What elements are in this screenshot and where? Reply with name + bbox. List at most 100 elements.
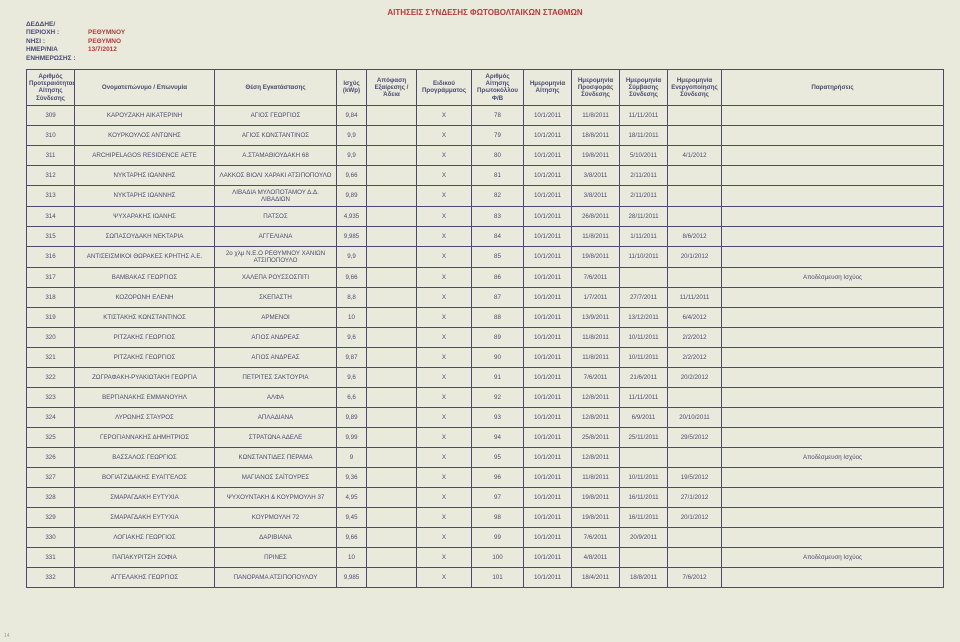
cell-d4 <box>668 185 722 206</box>
cell-d2: 12/8/2011 <box>572 447 620 467</box>
cell-name: ΨΥΧΑΡΑΚΗΣ ΙΩΑΝΗΣ <box>75 206 215 226</box>
cell-dec <box>367 145 417 165</box>
cell-notes <box>722 467 944 487</box>
cell-d1: 10/1/2011 <box>524 547 572 567</box>
cell-dec <box>367 487 417 507</box>
cell-loc: ΚΩΝΣΤΑΝΤΙΔΕΣ ΠΕΡΑΜΑ <box>215 447 337 467</box>
cell-prot: 85 <box>472 246 524 267</box>
cell-pow: 9,89 <box>337 185 367 206</box>
cell-d3: 18/11/2011 <box>620 125 668 145</box>
cell-d1: 10/1/2011 <box>524 105 572 125</box>
cell-prot: 101 <box>472 567 524 587</box>
cell-id: 320 <box>27 327 75 347</box>
cell-d4 <box>668 125 722 145</box>
cell-d2: 12/8/2011 <box>572 387 620 407</box>
cell-prot: 86 <box>472 267 524 287</box>
cell-loc: ΑΛΦΑ <box>215 387 337 407</box>
cell-notes: Αποδέσμευση Ισχύος <box>722 267 944 287</box>
cell-id: 312 <box>27 165 75 185</box>
cell-prog: X <box>417 327 472 347</box>
cell-name: ΒΑΣΣΑΛΟΣ ΓΕΩΡΓΙΟΣ <box>75 447 215 467</box>
cell-name: ΒΕΡΓΙΑΝΑΚΗΣ ΕΜΜΑΝΟΥΗΛ <box>75 387 215 407</box>
cell-notes <box>722 226 944 246</box>
cell-d1: 10/1/2011 <box>524 347 572 367</box>
cell-prog: X <box>417 185 472 206</box>
cell-d3: 18/8/2011 <box>620 567 668 587</box>
cell-id: 329 <box>27 507 75 527</box>
cell-d3 <box>620 267 668 287</box>
cell-d2: 19/8/2011 <box>572 507 620 527</box>
cell-pow: 4,935 <box>337 206 367 226</box>
cell-loc: ΔΑΡΙΒΙΑΝΑ <box>215 527 337 547</box>
cell-loc: ΜΑΓΙΑΝΟΣ ΣΑΪΤΟΥΡΕΣ <box>215 467 337 487</box>
cell-pow: 6,6 <box>337 387 367 407</box>
cell-d3: 28/11/2011 <box>620 206 668 226</box>
cell-d3: 10/11/2011 <box>620 327 668 347</box>
cell-prog: X <box>417 125 472 145</box>
col-date-activate: Ημερομηνία Ενεργοποίησης Σύνδεσης <box>668 70 722 106</box>
cell-id: 326 <box>27 447 75 467</box>
cell-prog: X <box>417 447 472 467</box>
cell-dec <box>367 185 417 206</box>
cell-d2: 11/8/2011 <box>572 467 620 487</box>
cell-d2: 26/8/2011 <box>572 206 620 226</box>
cell-id: 310 <box>27 125 75 145</box>
cell-prog: X <box>417 527 472 547</box>
col-power: Ισχύς (kWp) <box>337 70 367 106</box>
cell-d4 <box>668 387 722 407</box>
table-row: 315ΣΩΠΑΣΟΥΔΑΚΗ ΝΕΚΤΑΡΙΑΑΓΓΕΛΙΑΝΑ9,985X84… <box>27 226 944 246</box>
cell-id: 325 <box>27 427 75 447</box>
table-row: 323ΒΕΡΓΙΑΝΑΚΗΣ ΕΜΜΑΝΟΥΗΛΑΛΦΑ6,6X9210/1/2… <box>27 387 944 407</box>
cell-pow: 9,985 <box>337 567 367 587</box>
cell-d4: 7/6/2012 <box>668 567 722 587</box>
table-row: 327ΒΟΓΙΑΤΖΙΔΑΚΗΣ ΕΥΑΓΓΕΛΟΣΜΑΓΙΑΝΟΣ ΣΑΪΤΟ… <box>27 467 944 487</box>
cell-name: ΡΙΤΖΑΚΗΣ ΓΕΩΡΓΙΟΣ <box>75 347 215 367</box>
cell-loc: ΠΑΝΟΡΑΜΑ ΑΤΣΙΠΟΠΟΥΛΟΥ <box>215 567 337 587</box>
table-row: 328ΣΜΑΡΑΓΔΑΚΗ ΕΥΤΥΧΙΑΨΥΧΟΥΝΤΑΚΗ & ΚΟΥΡΜΟ… <box>27 487 944 507</box>
cell-id: 316 <box>27 246 75 267</box>
cell-d3: 5/10/2011 <box>620 145 668 165</box>
cell-notes <box>722 327 944 347</box>
cell-prog: X <box>417 427 472 447</box>
cell-d1: 10/1/2011 <box>524 387 572 407</box>
cell-dec <box>367 527 417 547</box>
cell-dec <box>367 206 417 226</box>
cell-id: 321 <box>27 347 75 367</box>
cell-d3: 13/12/2011 <box>620 307 668 327</box>
col-name: Ονοματεπώνυμο / Επωνυμία <box>75 70 215 106</box>
cell-prot: 87 <box>472 287 524 307</box>
cell-id: 331 <box>27 547 75 567</box>
cell-id: 332 <box>27 567 75 587</box>
cell-name: ΣΩΠΑΣΟΥΔΑΚΗ ΝΕΚΤΑΡΙΑ <box>75 226 215 246</box>
cell-notes <box>722 287 944 307</box>
cell-prog: X <box>417 567 472 587</box>
cell-notes <box>722 105 944 125</box>
cell-d1: 10/1/2011 <box>524 447 572 467</box>
cell-name: ΛΥΡΩΝΗΣ ΣΤΑΥΡΟΣ <box>75 407 215 427</box>
table-row: 329ΣΜΑΡΑΓΔΑΚΗ ΕΥΤΥΧΙΑΚΟΥΡΜΟΥΛΗ 729,45X98… <box>27 507 944 527</box>
cell-pow: 9,9 <box>337 145 367 165</box>
header-block: ΔΕΔΔΗΕ/ ΠΕΡΙΟΧΗ : ΡΕΘΥΜΝΟΥ ΝΗΣΙ : ΡΕΘΥΜΝ… <box>26 21 944 63</box>
cell-d4: 27/1/2012 <box>668 487 722 507</box>
table-row: 318ΚΟΖΟΡΩΝΗ ΕΛΕΝΗΣΚΕΠΑΣΤΗ8,8X8710/1/2011… <box>27 287 944 307</box>
cell-pow: 9,87 <box>337 347 367 367</box>
cell-dec <box>367 105 417 125</box>
cell-d3: 27/7/2011 <box>620 287 668 307</box>
cell-id: 322 <box>27 367 75 387</box>
cell-loc: ΠΑΤΣΟΣ <box>215 206 337 226</box>
cell-pow: 4,95 <box>337 487 367 507</box>
cell-id: 309 <box>27 105 75 125</box>
cell-dec <box>367 246 417 267</box>
cell-notes: Αποδέσμευση Ισχύος <box>722 447 944 467</box>
cell-name: ΡΙΤΖΑΚΗΣ ΓΕΩΡΓΙΟΣ <box>75 327 215 347</box>
cell-dec <box>367 467 417 487</box>
cell-dec <box>367 427 417 447</box>
cell-loc: ΑΓΙΟΣ ΚΩΝΣΤΑΝΤΙΝΟΣ <box>215 125 337 145</box>
update-date-value: 13/7/2012 <box>88 46 117 63</box>
cell-loc: ΑΠΛΑΔΙΑΝΑ <box>215 407 337 427</box>
col-date-app: Ημερομηνία Αίτησης <box>524 70 572 106</box>
cell-d1: 10/1/2011 <box>524 327 572 347</box>
cell-name: ΒΟΓΙΑΤΖΙΔΑΚΗΣ ΕΥΑΓΓΕΛΟΣ <box>75 467 215 487</box>
cell-prot: 80 <box>472 145 524 165</box>
cell-d3: 21/6/2011 <box>620 367 668 387</box>
